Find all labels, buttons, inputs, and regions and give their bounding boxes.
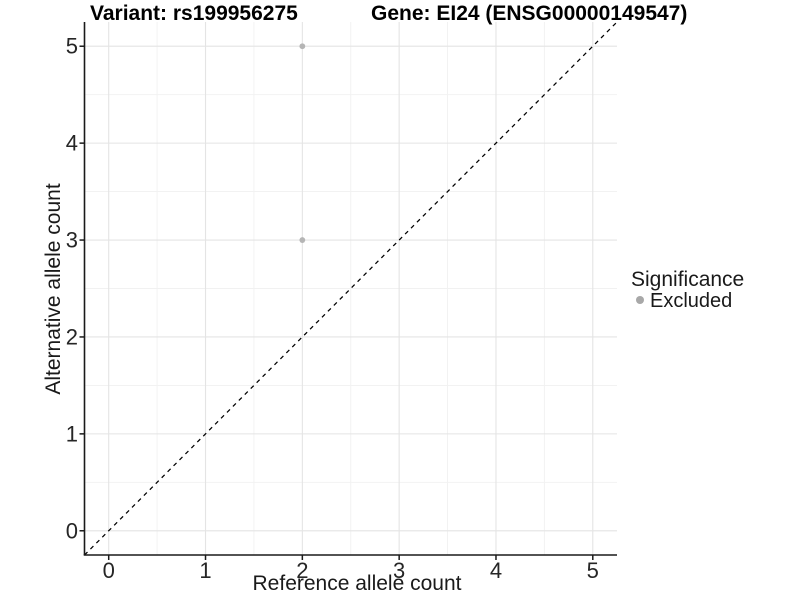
axis-ticks bbox=[79, 45, 594, 560]
x-tick-label: 1 bbox=[199, 558, 211, 583]
y-axis-title: Alternative allele count bbox=[42, 183, 65, 394]
legend-title: Significance bbox=[631, 268, 744, 291]
x-tick-label: 5 bbox=[587, 558, 599, 583]
legend-key-dot bbox=[636, 296, 644, 304]
gridlines-major bbox=[84, 22, 617, 555]
gridlines-minor bbox=[84, 22, 617, 555]
x-tick-labels: 0 1 2 3 4 5 bbox=[103, 558, 599, 583]
data-points-group bbox=[299, 43, 306, 243]
x-tick-label: 0 bbox=[103, 558, 115, 583]
y-tick-labels: 0 1 2 3 4 5 bbox=[66, 34, 78, 544]
gene-title: Gene: EI24 (ENSG00000149547) bbox=[371, 2, 687, 25]
y-tick-label: 2 bbox=[66, 324, 78, 349]
y-tick-label: 0 bbox=[66, 518, 78, 543]
x-axis-title: Reference allele count bbox=[253, 572, 462, 595]
x-tick-label: 4 bbox=[490, 558, 502, 583]
legend: Significance Excluded bbox=[631, 268, 744, 312]
data-point bbox=[299, 43, 306, 50]
y-tick-label: 1 bbox=[66, 421, 78, 446]
variant-title: Variant: rs199956275 bbox=[90, 2, 298, 25]
x-tick-label: 3 bbox=[393, 558, 405, 583]
y-tick-label: 4 bbox=[66, 131, 78, 156]
x-tick-label: 2 bbox=[296, 558, 308, 583]
y-tick-label: 3 bbox=[66, 228, 78, 253]
data-point bbox=[299, 237, 306, 243]
legend-item-label: Excluded bbox=[650, 290, 732, 312]
y-tick-label: 5 bbox=[66, 34, 78, 59]
